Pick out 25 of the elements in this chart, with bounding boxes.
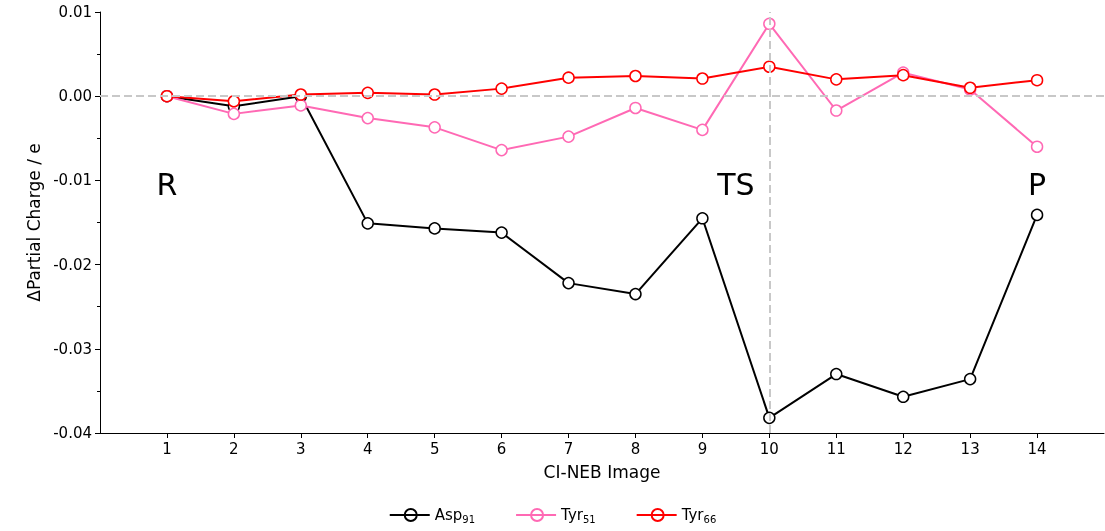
x-tick-label: 7: [563, 439, 574, 458]
x-tick-label: 11: [826, 439, 846, 458]
x-tick-label: 6: [496, 439, 507, 458]
x-tick-label: 1: [162, 439, 172, 458]
y-tick-label: -0.04: [53, 424, 92, 442]
y-tick-label: 0.00: [58, 87, 92, 106]
x-tick-label: 4: [362, 439, 373, 458]
x-tick-label: 14: [1027, 439, 1047, 458]
annotation: TS: [716, 166, 755, 202]
x-tick-label: 8: [630, 439, 641, 458]
x-tick-label: 10: [759, 439, 779, 458]
x-tick-label: 2: [229, 439, 239, 458]
x-tick-label: 9: [697, 439, 708, 458]
y-axis-title: ΔPartial Charge / e: [23, 143, 44, 302]
annotation: R: [156, 166, 178, 202]
x-tick-label: 3: [296, 439, 306, 458]
y-tick-label: -0.02: [53, 255, 92, 274]
y-tick-label: -0.01: [53, 171, 92, 190]
x-tick-label: 5: [429, 439, 440, 458]
x-tick-label: 12: [893, 439, 913, 458]
y-tick-label: -0.03: [53, 339, 92, 358]
y-tick-label: 0.01: [58, 3, 92, 21]
annotation: P: [1028, 166, 1047, 202]
x-tick-label: 13: [960, 439, 980, 458]
x-axis-title: CI-NEB Image: [543, 461, 661, 482]
